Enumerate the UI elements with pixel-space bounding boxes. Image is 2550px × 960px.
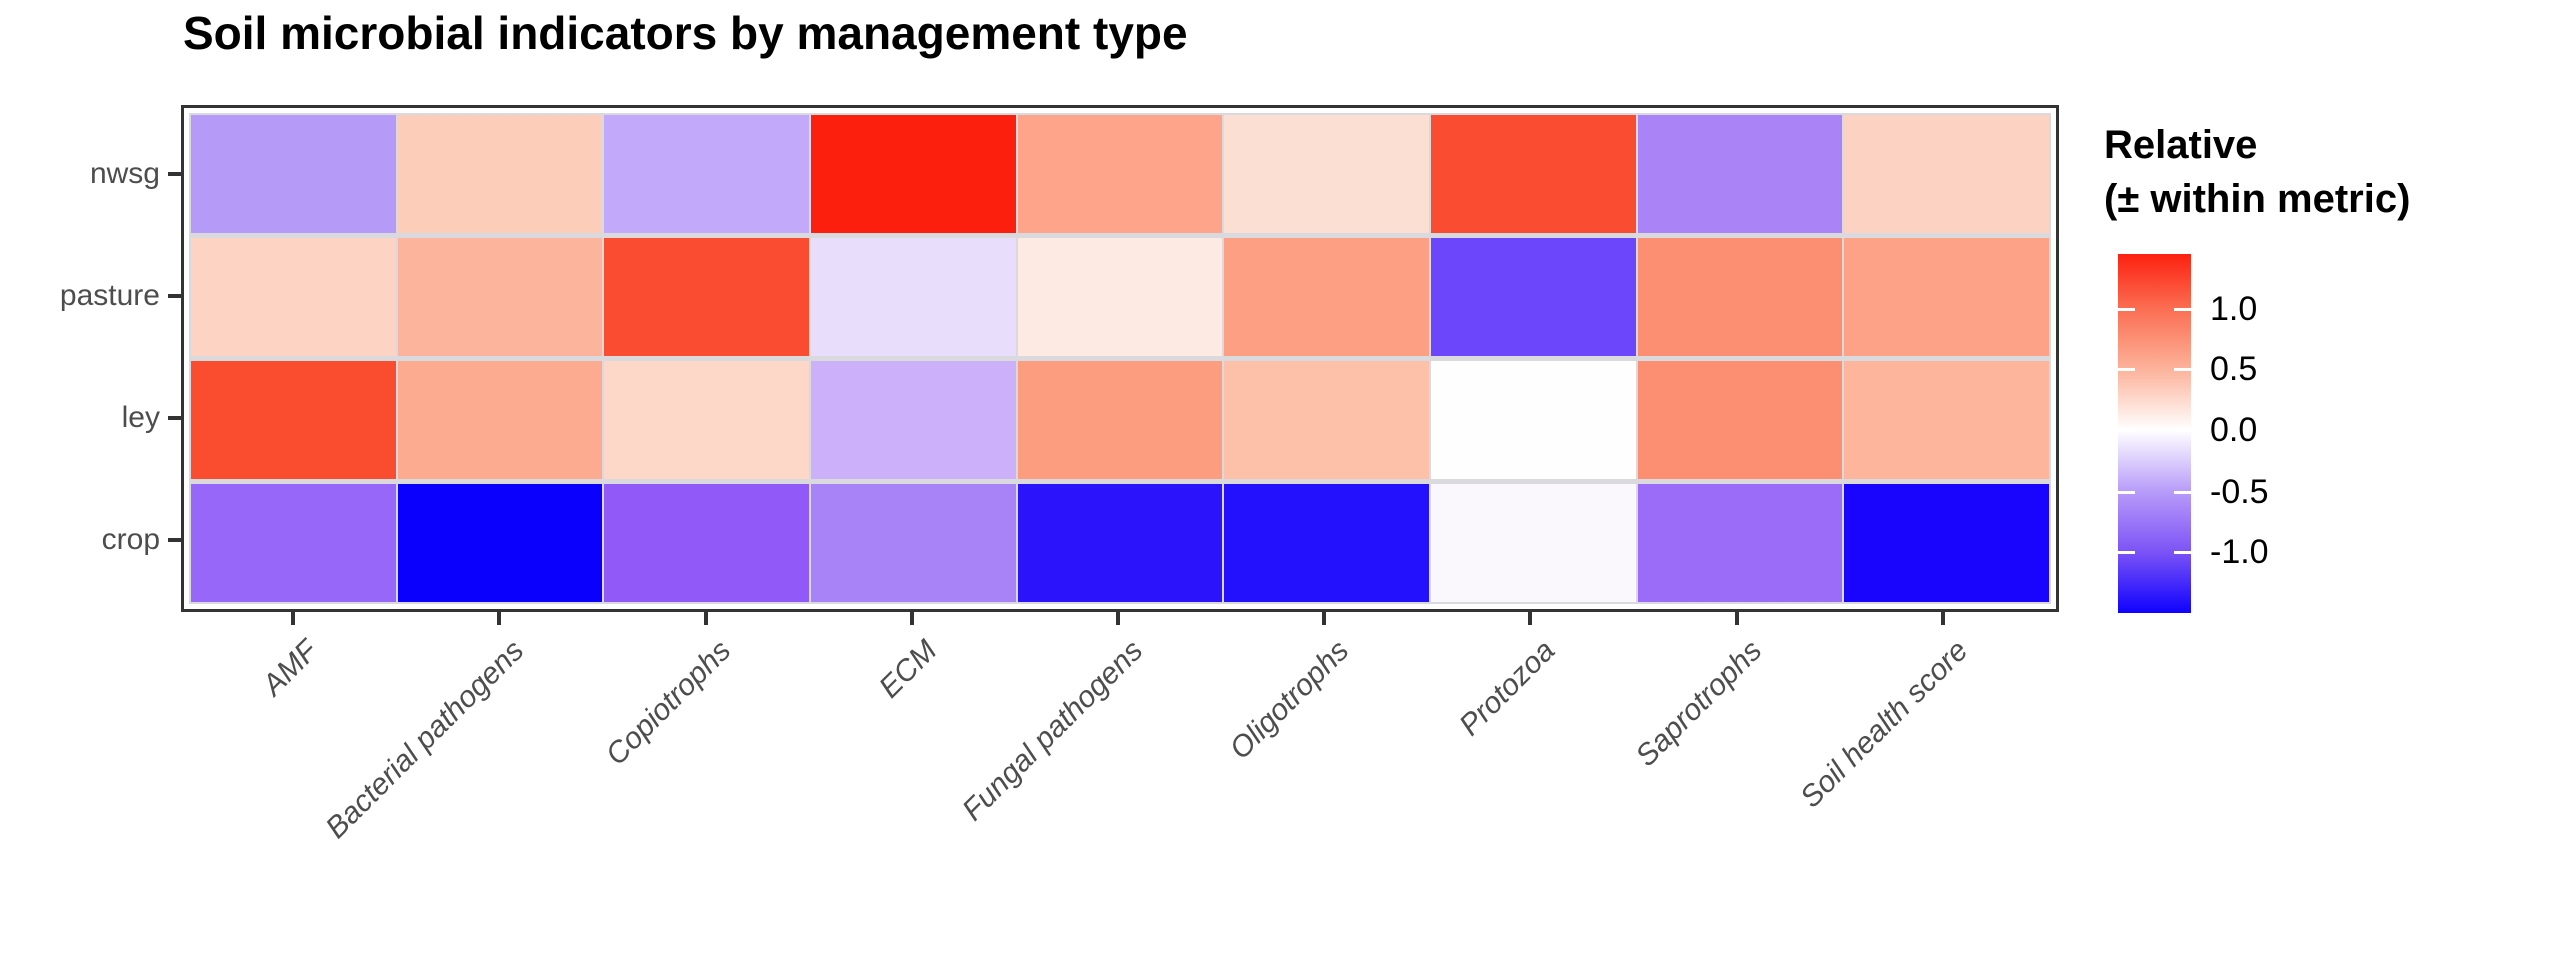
x-axis-tick	[1116, 612, 1120, 625]
legend-tick-mark	[2174, 491, 2191, 495]
heatmap-cell-crop-Saprotrophs	[1637, 484, 1843, 602]
heatmap-cell-nwsg-Protozoa	[1431, 115, 1636, 233]
x-axis-tick	[1528, 612, 1533, 625]
x-axis-label-Soil-health-score: Soil health score	[1794, 634, 1975, 815]
x-axis-tick	[703, 612, 708, 625]
legend-tick-label-0.5: 0.5	[2210, 349, 2258, 388]
heatmap-cell-ley-Protozoa	[1431, 361, 1636, 479]
heatmap-cell-ley-Saprotrophs	[1637, 361, 1843, 479]
y-axis-label-crop: crop	[101, 522, 160, 556]
x-axis-tick	[497, 612, 502, 625]
heatmap-cell-crop-Oligotrophs	[1224, 484, 1429, 602]
y-axis-label-pasture: pasture	[59, 278, 160, 312]
heatmap-cell-nwsg-Oligotrophs	[1224, 115, 1429, 233]
plot-panel	[181, 105, 2059, 612]
y-axis-tick	[168, 171, 181, 176]
x-axis-tick	[909, 612, 914, 625]
heatmap-cell-ley-Fungal pathogens	[1017, 361, 1223, 479]
heatmap-cell-pasture-ECM	[811, 238, 1016, 356]
legend-title-line2: (± within metric)	[2104, 177, 2411, 221]
heatmap-cell-ley-Copiotrophs	[604, 361, 809, 479]
legend-tick-mark	[2174, 307, 2191, 311]
heatmap-cell-nwsg-Soil health score	[1844, 115, 2049, 233]
heatmap-cell-crop-Protozoa	[1431, 484, 1636, 602]
y-axis-label-ley: ley	[121, 400, 160, 434]
y-axis-tick	[168, 537, 181, 542]
heatmap-cell-crop-Copiotrophs	[604, 484, 809, 602]
legend-tick-mark	[2118, 550, 2135, 554]
legend-title-line1: Relative	[2104, 123, 2258, 167]
heatmap-cell-ley-AMF	[191, 361, 396, 479]
y-axis-tick	[168, 293, 181, 298]
legend-tick-mark	[2174, 428, 2191, 432]
heatmap-cell-nwsg-Fungal pathogens	[1017, 115, 1223, 233]
legend-tick-mark	[2118, 367, 2135, 371]
legend-tick-label-0.0: 0.0	[2210, 410, 2258, 449]
legend-tick-mark	[2118, 428, 2135, 432]
heatmap-cell-nwsg-Bacterial pathogens	[397, 115, 603, 233]
heatmap-grid	[189, 113, 2051, 604]
heatmap-cell-pasture-Bacterial pathogens	[397, 238, 603, 356]
heatmap-cell-pasture-Fungal pathogens	[1017, 238, 1223, 356]
x-axis-tick	[1940, 612, 1945, 625]
y-axis-tick	[168, 415, 181, 420]
heatmap-cell-ley-Soil health score	[1844, 361, 2049, 479]
legend-title: Relative (± within metric)	[2104, 118, 2410, 226]
heatmap-cell-pasture-Protozoa	[1431, 238, 1636, 356]
heatmap-cell-crop-AMF	[191, 484, 396, 602]
legend-tick-label--1.0: -1.0	[2210, 532, 2269, 571]
heatmap-cell-nwsg-AMF	[191, 115, 396, 233]
heatmap-cell-ley-ECM	[811, 361, 1016, 479]
heatmap-cell-crop-Soil health score	[1844, 484, 2049, 602]
legend-tick-label--0.5: -0.5	[2210, 473, 2269, 512]
heatmap-cell-nwsg-Copiotrophs	[604, 115, 809, 233]
heatmap-cell-crop-Fungal pathogens	[1017, 484, 1223, 602]
heatmap-cell-pasture-AMF	[191, 238, 396, 356]
legend-tick-mark	[2118, 491, 2135, 495]
heatmap-cell-nwsg-ECM	[811, 115, 1016, 233]
heatmap-cell-nwsg-Saprotrophs	[1637, 115, 1843, 233]
heatmap-cell-pasture-Soil health score	[1844, 238, 2049, 356]
chart-title: Soil microbial indicators by management …	[183, 7, 1188, 59]
heatmap-cell-ley-Bacterial pathogens	[397, 361, 603, 479]
legend-tick-mark	[2174, 367, 2191, 371]
legend-tick-label-1.0: 1.0	[2210, 289, 2258, 328]
heatmap-cell-crop-Bacterial pathogens	[397, 484, 603, 602]
heatmap-cell-pasture-Saprotrophs	[1637, 238, 1843, 356]
heatmap-cell-ley-Oligotrophs	[1224, 361, 1429, 479]
heatmap-cell-pasture-Oligotrophs	[1224, 238, 1429, 356]
x-axis-tick	[1322, 612, 1327, 625]
x-axis-tick	[1734, 612, 1739, 625]
heatmap-cell-pasture-Copiotrophs	[604, 238, 809, 356]
legend-tick-mark	[2174, 550, 2191, 554]
heatmap-cell-crop-ECM	[811, 484, 1016, 602]
x-axis-tick	[291, 612, 296, 625]
legend-tick-mark	[2118, 307, 2135, 311]
y-axis-label-nwsg: nwsg	[89, 156, 160, 190]
